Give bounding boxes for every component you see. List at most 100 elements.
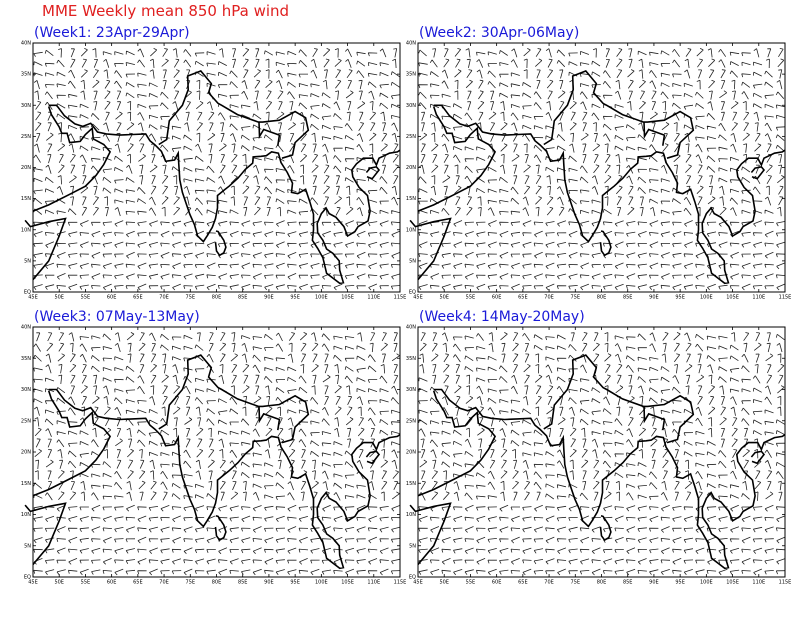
coastline: [258, 406, 281, 431]
y-tick-label: 10N: [21, 227, 31, 233]
x-tick-label: 80E: [212, 295, 222, 301]
coastline: [32, 106, 112, 212]
x-tick-label: 100E: [315, 580, 328, 586]
x-tick-label: 70E: [159, 580, 169, 586]
y-tick-label: 30N: [21, 387, 31, 393]
coastline: [417, 106, 497, 212]
wind-barbs: [33, 332, 401, 576]
coastline: [599, 515, 612, 542]
x-tick-label: 105E: [726, 295, 739, 301]
y-tick-label: 40N: [21, 41, 31, 47]
x-tick-label: 70E: [544, 295, 554, 301]
x-tick-label: 90E: [649, 580, 659, 586]
x-tick-label: 110E: [752, 580, 765, 586]
coastline: [214, 515, 227, 542]
coastline: [158, 354, 310, 444]
x-tick-label: 65E: [518, 295, 528, 301]
panel-title: (Week4: 14May-20May): [419, 309, 585, 325]
x-tick-label: 80E: [597, 580, 607, 586]
x-tick-label: 45E: [413, 295, 423, 301]
wind-barbs: [33, 48, 401, 291]
x-tick-label: 65E: [518, 580, 528, 586]
coastline: [409, 217, 452, 281]
x-tick-label: 75E: [571, 295, 581, 301]
x-tick-label: 100E: [315, 295, 328, 301]
y-tick-label: 20N: [406, 165, 416, 171]
map-panel: (Week4: 14May-20May) 45E 50E 55E 60E 65E 70E 75…: [406, 309, 791, 586]
x-tick-label: 70E: [159, 295, 169, 301]
x-tick-label: 115E: [779, 580, 792, 586]
y-tick-label: 35N: [406, 356, 416, 362]
x-tick-label: 95E: [675, 295, 685, 301]
x-tick-label: 110E: [367, 580, 380, 586]
x-tick-label: 100E: [700, 580, 713, 586]
x-tick-label: 60E: [492, 580, 502, 586]
y-tick-label: 40N: [21, 325, 31, 331]
y-tick-label: EQ: [409, 290, 416, 296]
y-tick-label: 35N: [21, 72, 31, 78]
coastline: [750, 166, 766, 180]
coastline: [24, 502, 67, 566]
x-tick-label: 110E: [752, 295, 765, 301]
x-tick-label: 90E: [649, 295, 659, 301]
x-tick-label: 65E: [133, 295, 143, 301]
y-tick-label: 10N: [406, 227, 416, 233]
x-tick-label: 55E: [81, 295, 91, 301]
x-tick-label: 50E: [439, 580, 449, 586]
x-tick-label: 45E: [28, 295, 38, 301]
x-tick-label: 60E: [107, 295, 117, 301]
panel-title: (Week3: 07May-13May): [34, 309, 200, 325]
coastline: [643, 122, 666, 146]
coastline: [543, 70, 695, 159]
x-tick-label: 50E: [54, 295, 64, 301]
y-tick-label: 35N: [406, 72, 416, 78]
x-tick-label: 45E: [413, 580, 423, 586]
y-tick-label: 5N: [409, 258, 416, 264]
coastline: [214, 230, 227, 257]
y-tick-label: 15N: [21, 481, 31, 487]
x-tick-label: 55E: [466, 580, 476, 586]
x-tick-label: 110E: [367, 295, 380, 301]
y-tick-label: 25N: [406, 134, 416, 140]
x-tick-label: 70E: [544, 580, 554, 586]
coastline: [543, 354, 695, 444]
coastline: [158, 70, 310, 159]
x-tick-label: 75E: [186, 580, 196, 586]
map-panel: (Week3: 07May-13May) 45E 50E 55E 60E 65E 70E 75…: [21, 309, 406, 586]
x-tick-label: 95E: [290, 295, 300, 301]
coastline: [750, 450, 766, 465]
x-tick-label: 65E: [133, 580, 143, 586]
x-tick-label: 75E: [186, 295, 196, 301]
y-tick-label: 5N: [24, 258, 31, 264]
x-tick-label: 90E: [264, 580, 274, 586]
y-tick-label: 30N: [406, 387, 416, 393]
x-tick-label: 80E: [597, 295, 607, 301]
x-tick-label: 115E: [394, 580, 407, 586]
x-tick-label: 115E: [394, 295, 407, 301]
y-tick-label: 15N: [406, 481, 416, 487]
y-tick-label: 20N: [406, 450, 416, 456]
x-tick-label: 80E: [212, 580, 222, 586]
x-tick-label: 95E: [675, 580, 685, 586]
y-tick-label: 5N: [24, 543, 31, 549]
coastline: [409, 502, 452, 566]
y-tick-label: 30N: [21, 103, 31, 109]
x-tick-label: 85E: [623, 580, 633, 586]
y-tick-label: 5N: [409, 543, 416, 549]
x-tick-label: 115E: [779, 295, 792, 301]
coastline: [48, 388, 401, 570]
main-title: MME Weekly mean 850 hPa wind: [42, 2, 289, 20]
coastline: [643, 406, 666, 431]
x-tick-label: 105E: [726, 580, 739, 586]
x-tick-label: 95E: [290, 580, 300, 586]
panel-title: (Week2: 30Apr-06May): [419, 25, 579, 41]
map-panel: (Week2: 30Apr-06May) 45E 50E 55E 60E 65E 70E 75…: [406, 25, 791, 301]
x-tick-label: 50E: [439, 295, 449, 301]
wind-barbs: [418, 48, 786, 291]
x-tick-label: 60E: [107, 580, 117, 586]
y-tick-label: EQ: [24, 290, 31, 296]
coastline: [365, 450, 381, 465]
y-tick-label: 40N: [406, 325, 416, 331]
x-tick-label: 75E: [571, 580, 581, 586]
x-tick-label: 45E: [28, 580, 38, 586]
